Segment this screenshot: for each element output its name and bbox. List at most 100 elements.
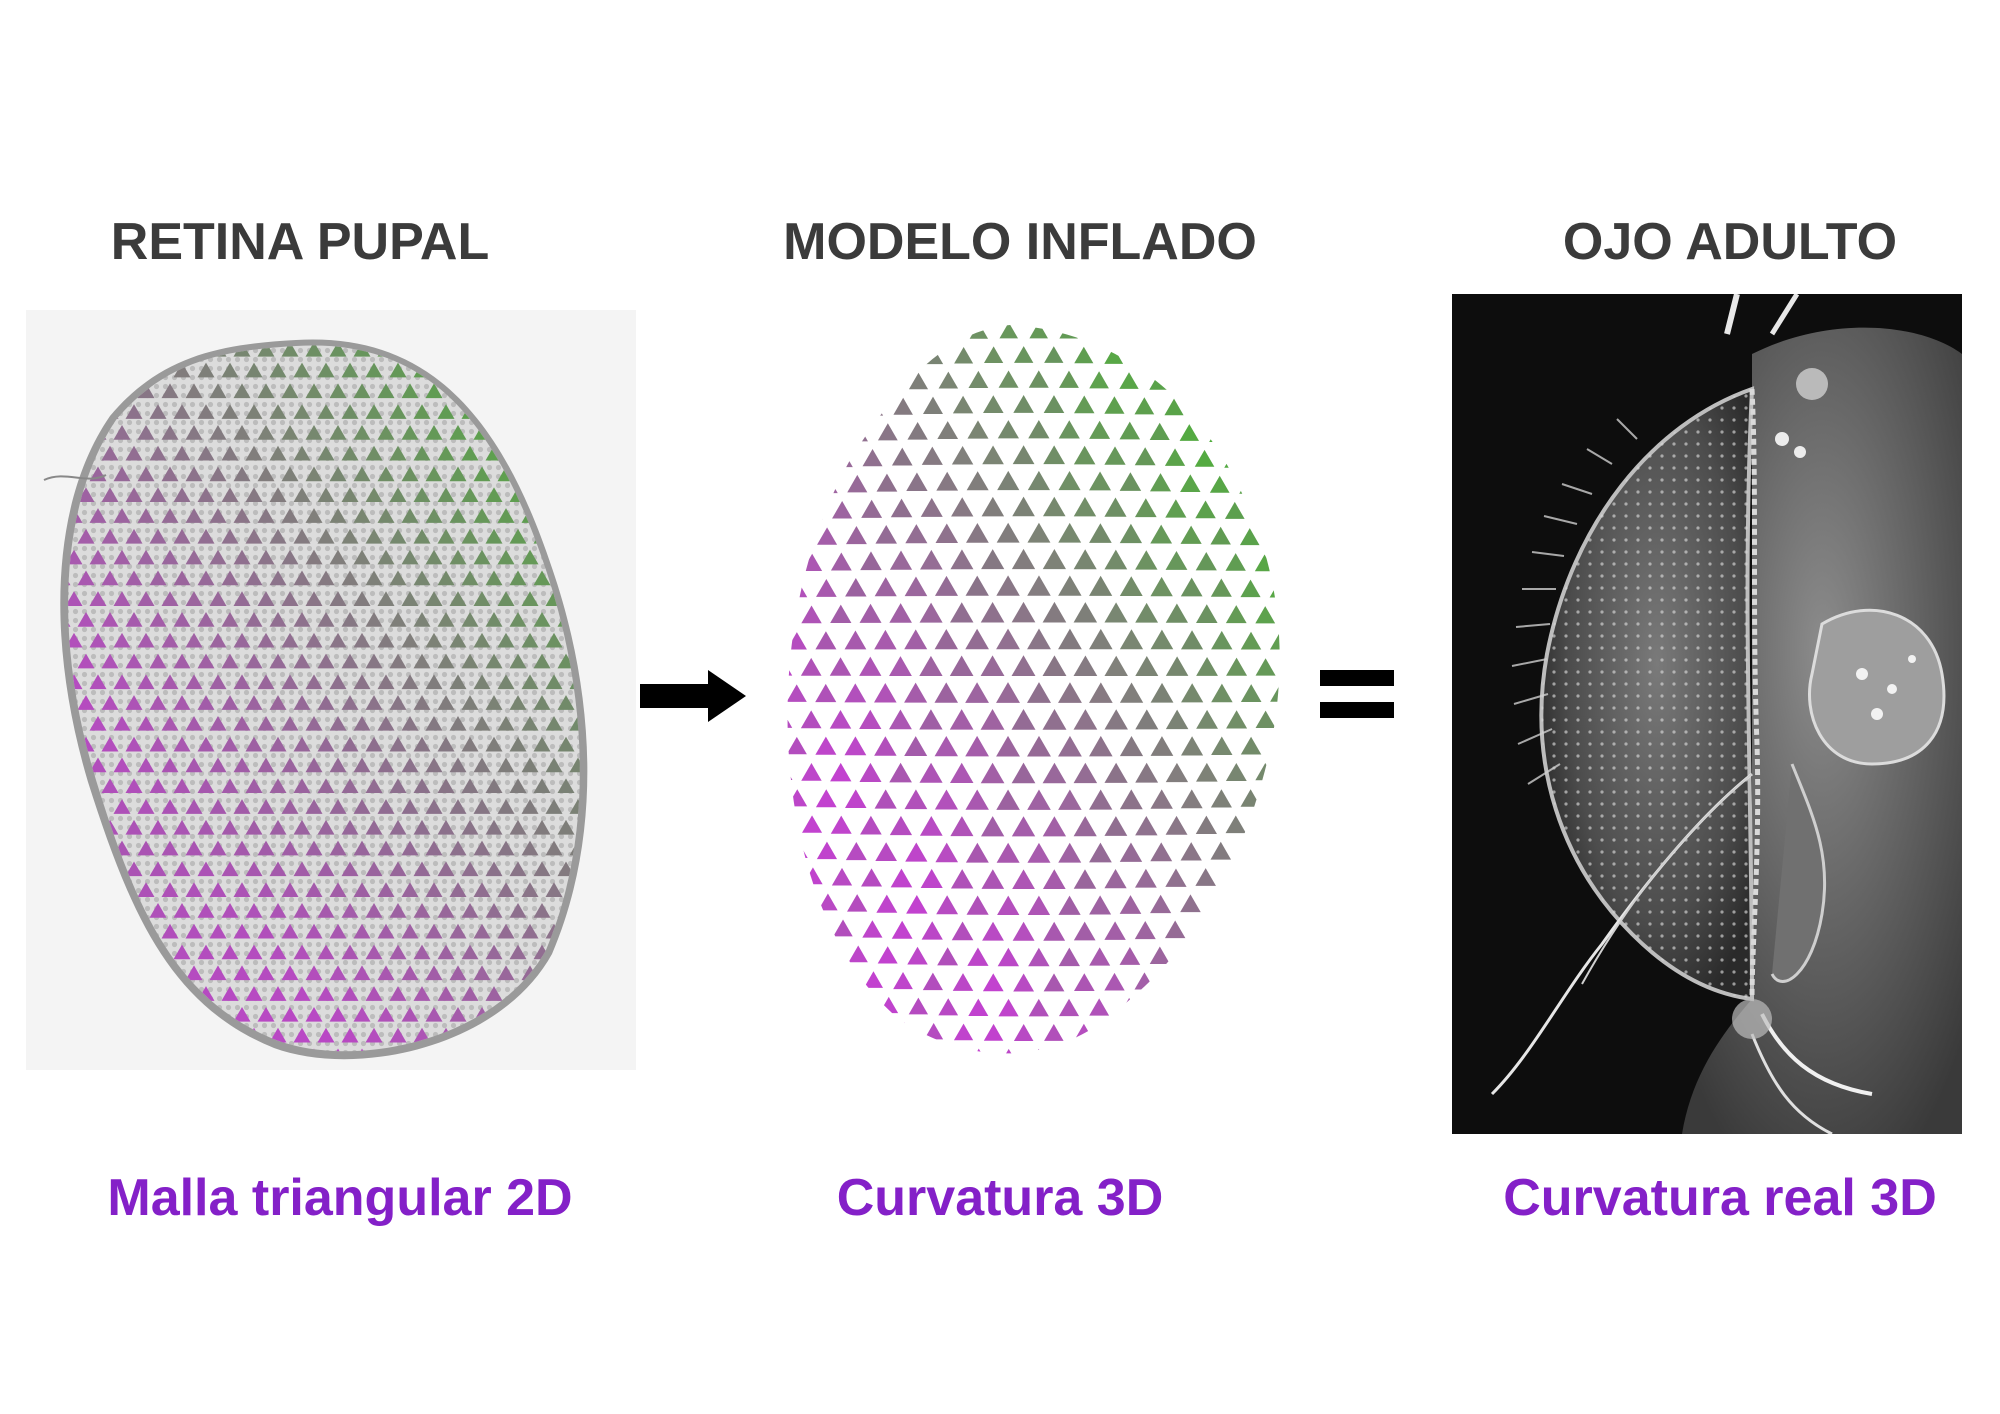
mesh-triangle: [150, 321, 167, 336]
mesh-triangle: [42, 633, 59, 648]
mesh-triangle: [26, 882, 35, 897]
mesh-triangle: [317, 487, 335, 503]
mesh-triangle: [101, 986, 119, 1001]
mesh-triangle: [1298, 582, 1300, 598]
mesh-triangle: [545, 345, 563, 357]
mesh-triangle: [125, 778, 143, 794]
mesh-triangle: [830, 815, 852, 834]
mesh-triangle: [582, 446, 599, 461]
mesh-triangle: [1254, 503, 1273, 520]
mesh-triangle: [425, 549, 443, 565]
mesh-triangle: [787, 968, 796, 983]
mesh-triangle: [1237, 379, 1254, 394]
mesh-triangle: [1297, 532, 1300, 547]
mesh-triangle: [342, 1069, 359, 1070]
mesh-triangle: [473, 965, 491, 981]
mesh-triangle: [875, 524, 898, 544]
mesh-triangle: [906, 894, 928, 914]
mesh-triangle: [149, 612, 167, 627]
mesh-triangle: [606, 404, 623, 419]
mesh-triangle: [26, 674, 35, 689]
mesh-triangle: [833, 919, 853, 937]
mesh-triangle: [125, 695, 143, 710]
mesh-triangle: [318, 321, 335, 336]
mesh-triangle: [137, 549, 155, 565]
mesh-triangle: [557, 570, 575, 586]
mesh-triangle: [853, 328, 870, 343]
mesh-triangle: [893, 397, 913, 415]
mesh-triangle: [318, 1069, 335, 1070]
mesh-triangle: [26, 342, 35, 357]
mesh-triangle: [78, 1069, 95, 1070]
mesh-triangle: [545, 715, 563, 731]
mesh-triangle: [594, 383, 611, 398]
mesh-triangle: [1165, 603, 1189, 623]
mesh-triangle: [1044, 346, 1064, 363]
mesh-triangle: [366, 1069, 383, 1070]
mesh-triangle: [42, 1049, 59, 1064]
mesh-triangle: [209, 466, 227, 482]
mesh-triangle: [413, 570, 431, 586]
mesh-triangle: [905, 524, 928, 544]
mesh-triangle: [425, 508, 443, 523]
mesh-triangle: [904, 576, 928, 597]
mesh-triangle: [1042, 762, 1067, 784]
mesh-triangle: [1277, 1064, 1290, 1075]
mesh-triangle: [197, 487, 215, 503]
mesh-triangle: [293, 861, 311, 877]
mesh-triangle: [341, 362, 359, 378]
mesh-triangle: [125, 1027, 143, 1043]
mesh-triangle: [1165, 656, 1189, 676]
mesh-triangle: [1042, 655, 1067, 677]
mesh-triangle: [26, 799, 35, 814]
mesh-triangle: [185, 715, 203, 731]
mesh-triangle: [185, 549, 203, 565]
mesh-triangle: [137, 508, 155, 523]
mesh-triangle: [545, 1048, 563, 1052]
mesh-triangle: [341, 404, 359, 419]
mesh-triangle: [413, 861, 431, 877]
mesh-triangle: [68, 1048, 83, 1052]
mesh-triangle: [923, 396, 943, 414]
mesh-triangle: [996, 789, 1020, 810]
mesh-triangle: [1226, 657, 1248, 676]
mesh-triangle: [42, 383, 59, 398]
mesh-triangle: [1058, 947, 1080, 967]
mesh-triangle: [233, 549, 251, 565]
mesh-triangle: [874, 577, 897, 597]
mesh-triangle: [293, 445, 311, 461]
mesh-triangle: [940, 325, 959, 340]
mesh-triangle: [1295, 433, 1300, 447]
mesh-triangle: [473, 882, 491, 897]
mesh-triangle: [618, 467, 635, 482]
mesh-triangle: [1255, 710, 1276, 729]
mesh-triangle: [967, 947, 989, 966]
mesh-triangle: [413, 487, 431, 503]
title-modelo-inflado: MODELO INFLADO: [783, 213, 1257, 271]
mesh-triangle: [390, 321, 407, 336]
mesh-triangle: [425, 923, 443, 939]
mesh-triangle: [353, 882, 371, 897]
mesh-triangle: [113, 508, 131, 523]
mesh-triangle: [983, 395, 1004, 414]
mesh-triangle: [1267, 430, 1280, 445]
mesh-triangle: [425, 1006, 443, 1022]
mesh-triangle: [161, 549, 179, 565]
mesh-triangle: [936, 471, 959, 491]
mesh-triangle: [77, 986, 95, 1001]
mesh-triangle: [1225, 815, 1246, 834]
mesh-triangle: [437, 528, 455, 544]
mesh-triangle: [904, 629, 928, 650]
mesh-triangle: [42, 342, 59, 357]
mesh-triangle: [1279, 1016, 1280, 1029]
mesh-triangle: [982, 973, 1004, 992]
mesh-triangle: [1028, 998, 1049, 1017]
mesh-triangle: [982, 445, 1004, 465]
mesh-triangle: [890, 868, 913, 888]
mesh-triangle: [186, 310, 203, 315]
mesh-triangle: [113, 345, 131, 357]
mesh-triangle: [257, 923, 275, 939]
mesh-triangle: [353, 923, 371, 939]
mesh-triangle: [497, 965, 515, 981]
mesh-triangle: [377, 508, 395, 523]
